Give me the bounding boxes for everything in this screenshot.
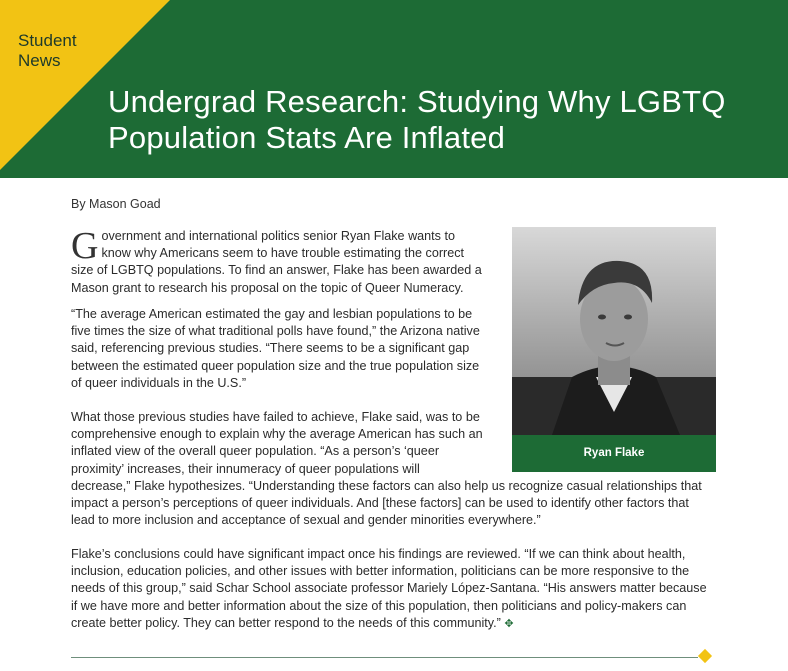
paragraph-3-narrow-text: What those previous studies have failed … (71, 410, 483, 476)
title-line1: Undergrad Research: Studying Why LGBTQ (108, 84, 726, 119)
page-title: Undergrad Research: Studying Why LGBTQ P… (108, 84, 768, 156)
portrait-photo (512, 227, 716, 435)
section-label-line2: News (18, 51, 61, 70)
footer-divider (71, 657, 698, 658)
paragraph-4: Flake’s conclusions could have significa… (71, 546, 716, 633)
title-line2: Population Stats Are Inflated (108, 120, 506, 155)
diamond-icon (697, 648, 713, 664)
byline: By Mason Goad (71, 197, 161, 211)
portrait-figure: Ryan Flake (512, 227, 716, 472)
header-banner: Student News Undergrad Research: Studyin… (0, 0, 788, 178)
end-mark-icon: ✥ (504, 617, 514, 630)
paragraph-2: “The average American estimated the gay … (71, 307, 480, 390)
paragraph-3-text: decrease,” Flake hypothesizes. “Understa… (71, 478, 702, 528)
photo-caption: Ryan Flake (512, 435, 716, 472)
paragraph-4-text: Flake’s conclusions could have significa… (71, 547, 707, 630)
paragraph-1-text: overnment and international politics sen… (71, 229, 482, 295)
section-label: Student News (18, 31, 108, 71)
section-label-line1: Student (18, 31, 77, 50)
drop-cap: G (71, 225, 99, 267)
paragraph-3: What those previous studies have failed … (71, 409, 711, 529)
yellow-corner-triangle (0, 0, 170, 170)
